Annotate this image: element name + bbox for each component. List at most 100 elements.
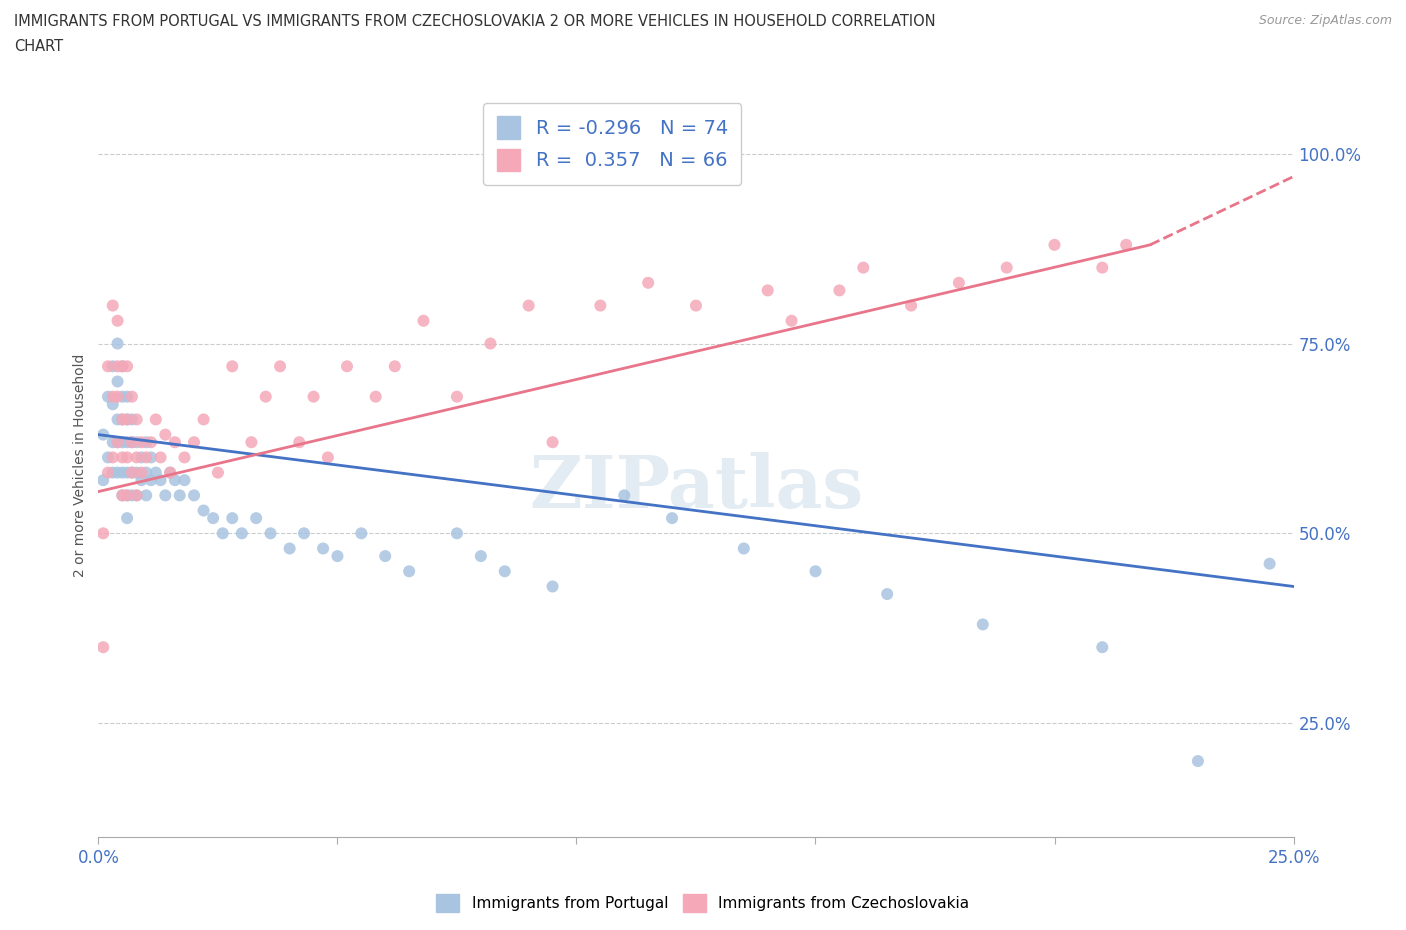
Point bbox=[111, 359, 134, 374]
Point bbox=[139, 450, 162, 465]
Point bbox=[145, 412, 167, 427]
Point bbox=[107, 465, 129, 480]
Point bbox=[131, 435, 153, 450]
Point bbox=[972, 617, 994, 631]
Point bbox=[115, 450, 138, 465]
Point bbox=[135, 465, 157, 480]
Point bbox=[91, 472, 114, 487]
Point bbox=[131, 472, 153, 487]
Point bbox=[91, 640, 114, 655]
Point bbox=[125, 488, 148, 503]
Point bbox=[115, 435, 138, 450]
Point bbox=[107, 374, 129, 389]
Point bbox=[541, 579, 564, 594]
Text: IMMIGRANTS FROM PORTUGAL VS IMMIGRANTS FROM CZECHOSLOVAKIA 2 OR MORE VEHICLES IN: IMMIGRANTS FROM PORTUGAL VS IMMIGRANTS F… bbox=[14, 14, 935, 29]
Legend: R = -0.296   N = 74, R =  0.357   N = 66: R = -0.296 N = 74, R = 0.357 N = 66 bbox=[484, 102, 741, 184]
Point bbox=[139, 435, 162, 450]
Point bbox=[111, 465, 134, 480]
Point bbox=[245, 511, 267, 525]
Point bbox=[145, 465, 167, 480]
Point bbox=[149, 472, 172, 487]
Point bbox=[211, 525, 233, 540]
Point bbox=[115, 412, 138, 427]
Point bbox=[135, 488, 157, 503]
Point bbox=[302, 390, 325, 405]
Point bbox=[221, 359, 243, 374]
Point bbox=[173, 450, 195, 465]
Y-axis label: 2 or more Vehicles in Household: 2 or more Vehicles in Household bbox=[73, 353, 87, 577]
Point bbox=[125, 450, 148, 465]
Point bbox=[101, 359, 124, 374]
Point bbox=[183, 488, 205, 503]
Point bbox=[259, 525, 281, 540]
Point bbox=[125, 412, 148, 427]
Point bbox=[107, 359, 129, 374]
Point bbox=[1091, 640, 1114, 655]
Point bbox=[135, 450, 157, 465]
Point bbox=[374, 549, 396, 564]
Point bbox=[231, 525, 253, 540]
Point bbox=[139, 472, 162, 487]
Point bbox=[398, 564, 420, 578]
Point bbox=[494, 564, 516, 578]
Point bbox=[135, 435, 157, 450]
Point bbox=[115, 412, 138, 427]
Point bbox=[91, 427, 114, 442]
Point bbox=[115, 465, 138, 480]
Point bbox=[101, 397, 124, 412]
Point bbox=[115, 488, 138, 503]
Point bbox=[107, 390, 129, 405]
Point bbox=[131, 465, 153, 480]
Point bbox=[1043, 237, 1066, 252]
Text: CHART: CHART bbox=[14, 39, 63, 54]
Point bbox=[685, 299, 707, 313]
Point bbox=[131, 450, 153, 465]
Point bbox=[288, 435, 311, 450]
Point bbox=[163, 435, 186, 450]
Point bbox=[101, 435, 124, 450]
Point bbox=[111, 488, 134, 503]
Point bbox=[412, 313, 434, 328]
Point bbox=[115, 488, 138, 503]
Point bbox=[446, 390, 468, 405]
Point bbox=[183, 435, 205, 450]
Point bbox=[115, 359, 138, 374]
Point bbox=[541, 435, 564, 450]
Point bbox=[470, 549, 492, 564]
Point bbox=[107, 313, 129, 328]
Point bbox=[101, 450, 124, 465]
Point bbox=[111, 435, 134, 450]
Point bbox=[221, 511, 243, 525]
Point bbox=[121, 488, 143, 503]
Point bbox=[97, 450, 120, 465]
Point bbox=[169, 488, 191, 503]
Point bbox=[207, 465, 229, 480]
Point bbox=[316, 450, 339, 465]
Point bbox=[637, 275, 659, 290]
Point bbox=[661, 511, 683, 525]
Point bbox=[111, 390, 134, 405]
Point bbox=[517, 299, 540, 313]
Point bbox=[876, 587, 898, 602]
Point bbox=[125, 465, 148, 480]
Point bbox=[1258, 556, 1281, 571]
Point bbox=[780, 313, 803, 328]
Point bbox=[292, 525, 315, 540]
Point bbox=[115, 511, 138, 525]
Point bbox=[278, 541, 301, 556]
Point bbox=[155, 427, 177, 442]
Point bbox=[111, 412, 134, 427]
Point bbox=[121, 435, 143, 450]
Point bbox=[240, 435, 263, 450]
Point bbox=[97, 465, 120, 480]
Point bbox=[107, 435, 129, 450]
Point bbox=[479, 336, 502, 351]
Point bbox=[91, 525, 114, 540]
Point bbox=[111, 412, 134, 427]
Point bbox=[97, 390, 120, 405]
Point bbox=[111, 359, 134, 374]
Point bbox=[125, 435, 148, 450]
Point bbox=[111, 488, 134, 503]
Point bbox=[159, 465, 181, 480]
Point bbox=[155, 488, 177, 503]
